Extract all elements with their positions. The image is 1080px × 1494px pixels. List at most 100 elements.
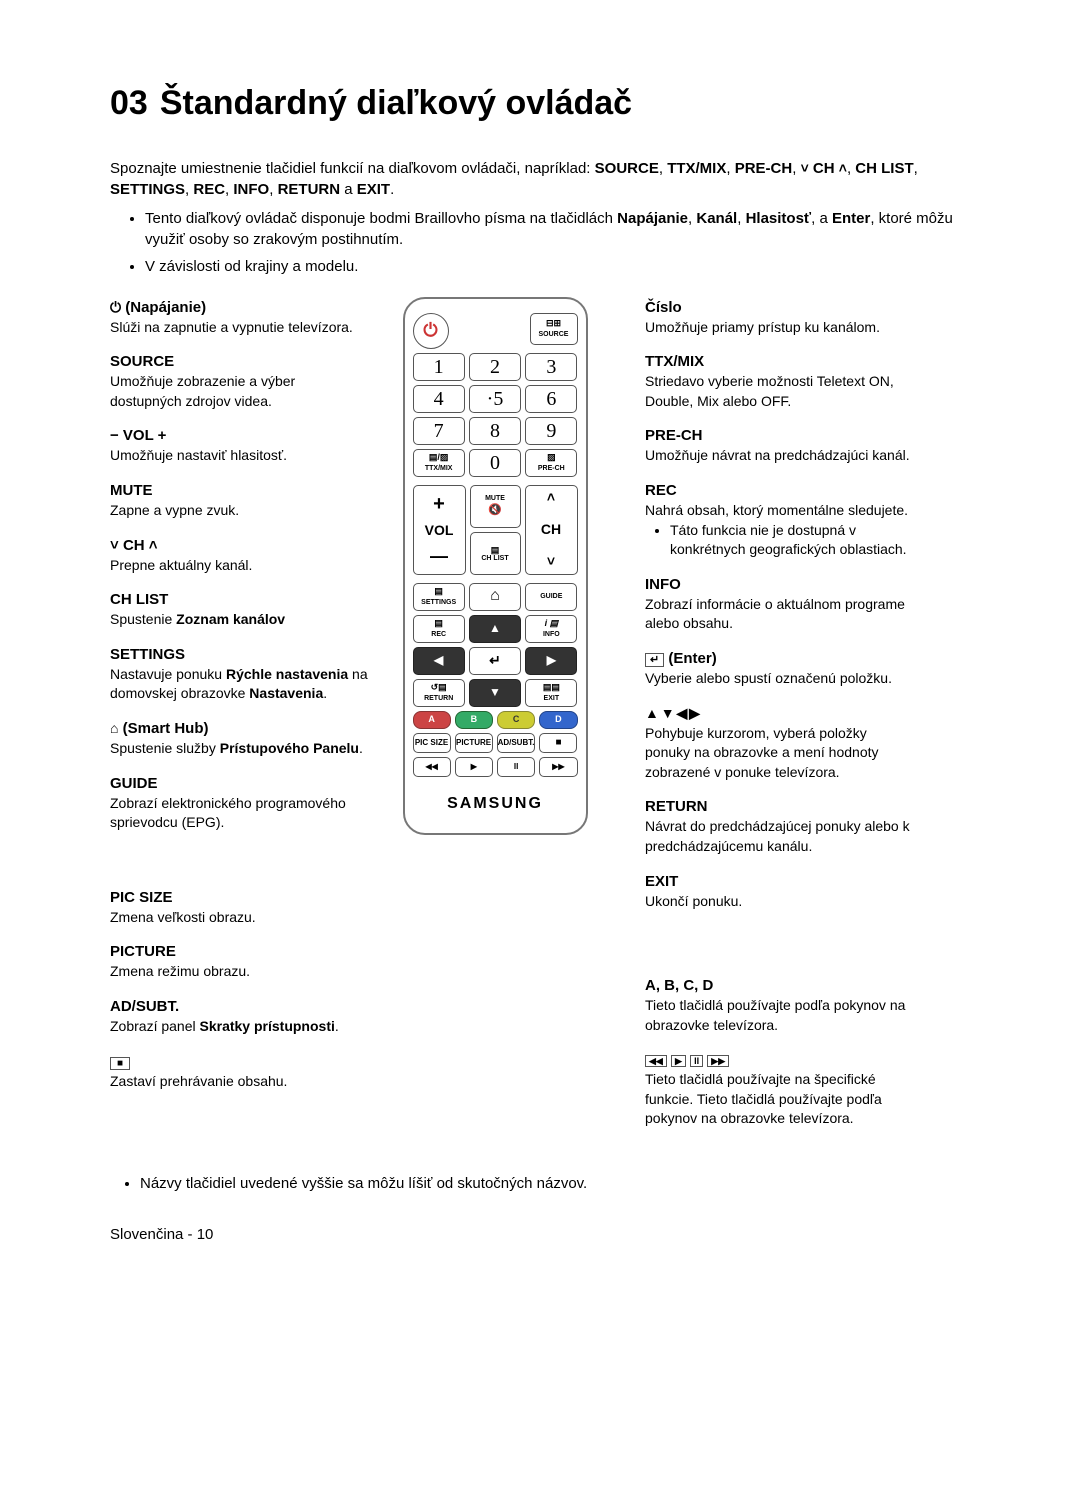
btn-right: ▶ <box>525 647 577 675</box>
btn-1: 1 <box>413 353 465 381</box>
exit-icon: ▤▤ <box>543 681 560 694</box>
remote-diagram: ⏻ ⊟⊞ SOURCE 123 4·56 789 ▤/▨TTX/MIX 0 ▨P… <box>385 297 605 1143</box>
btn-9: 9 <box>525 417 577 445</box>
stop-icon: ■ <box>110 1057 130 1070</box>
kw-source: SOURCE <box>595 160 659 177</box>
desc: Spustenie Zoznam kanálov <box>110 610 370 630</box>
item-transport: ◀◀ ▶ II ▶▶ Tieto tlačidlá používajte na … <box>645 1049 915 1129</box>
label: (Napájanie) <box>125 299 206 316</box>
item-mute: MUTE Zapne a vypne zvuk. <box>110 480 370 521</box>
btn-picture: PICTURE <box>455 733 493 753</box>
rec-icon: ▤ <box>434 617 443 630</box>
btn-left: ◀ <box>413 647 465 675</box>
btn-rec: ▤REC <box>413 615 465 643</box>
label: SOURCE <box>110 351 370 372</box>
bullet-braille: Tento diaľkový ovládač disponuje bodmi B… <box>145 208 990 250</box>
power-icon: ⏻ <box>110 299 121 315</box>
btn-power: ⏻ <box>413 313 449 349</box>
kw-settings: SETTINGS <box>110 181 185 198</box>
bullet-region: V závislosti od krajiny a modelu. <box>145 256 990 277</box>
btn-guide: GUIDE <box>525 583 577 611</box>
item-power: ⏻ (Napájanie) Slúži na zapnutie a vypnut… <box>110 297 370 338</box>
btn-picsize: PIC SIZE <box>413 733 451 753</box>
desc: Zmena veľkosti obrazu. <box>110 908 370 928</box>
sep: . <box>390 181 394 198</box>
text: . <box>335 1018 339 1034</box>
btn-ttxmix: ▤/▨TTX/MIX <box>413 449 465 477</box>
kw-enter: Enter <box>832 210 870 227</box>
right-column: Číslo Umožňuje priamy prístup ku kanálom… <box>645 297 915 1143</box>
item-info: INFO Zobrazí informácie o aktuálnom prog… <box>645 574 915 634</box>
desc: Zobrazí elektronického programového spri… <box>110 794 370 833</box>
item-source: SOURCE Umožňuje zobrazenie a výber dostu… <box>110 351 370 411</box>
label: SETTINGS <box>110 644 370 665</box>
kw-channel: Kanál <box>696 210 737 227</box>
desc: Slúži na zapnutie a vypnutie televízora. <box>110 318 370 338</box>
label: INFO <box>645 574 915 595</box>
text: Nastavuje ponuku <box>110 666 226 682</box>
desc: Návrat do predchádzajúcej ponuky alebo k… <box>645 817 915 856</box>
btn-7: 7 <box>413 417 465 445</box>
kw-rec: REC <box>193 181 225 198</box>
page-number: Slovenčina - 10 <box>110 1224 990 1245</box>
footer-note: Názvy tlačidiel uvedené vyššie sa môžu l… <box>140 1173 990 1194</box>
kw-info: INFO <box>233 181 269 198</box>
btn-0: 0 <box>469 449 521 477</box>
main-columns: ⏻ (Napájanie) Slúži na zapnutie a vypnut… <box>110 297 990 1143</box>
text: Spustenie služby <box>110 740 220 756</box>
enter-icon: ↵ <box>645 653 664 667</box>
settings-icon: ▤ <box>434 585 443 598</box>
desc: Pohybuje kurzorom, vyberá položky ponuky… <box>645 724 915 783</box>
kw-return: RETURN <box>278 181 341 198</box>
btn-home: ⌂ <box>469 583 521 611</box>
text: Tento diaľkový ovládač disponuje bodmi B… <box>145 210 617 227</box>
note-text: Názvy tlačidiel uvedené vyššie sa môžu l… <box>140 1173 990 1194</box>
desc: Striedavo vyberie možnosti Teletext ON, … <box>645 372 915 411</box>
source-icon: ⊟⊞ <box>546 317 561 330</box>
item-arrows: Pohybuje kurzorom, vyberá položky ponuky… <box>645 703 915 783</box>
desc: Umožňuje zobrazenie a výber dostupných z… <box>110 372 370 411</box>
brand-logo: SAMSUNG <box>413 793 578 815</box>
label: TTX/MIX <box>425 464 453 474</box>
item-picture: PICTURE Zmena režimu obrazu. <box>110 941 370 982</box>
up-icon: ˄ <box>547 488 555 508</box>
text: Zobrazí panel <box>110 1018 200 1034</box>
btn-ch: ˄ CH ˅ <box>525 485 578 575</box>
bold: Rýchle nastavenia <box>226 666 348 682</box>
btn-chlist: ▤CH LIST <box>470 532 521 575</box>
kw-ch: CH <box>813 160 835 177</box>
label: (Smart Hub) <box>123 720 209 737</box>
item-exit: EXIT Ukončí ponuku. <box>645 871 915 912</box>
btn-down: ▼ <box>469 679 521 707</box>
label: RETURN <box>424 694 453 704</box>
label: Číslo <box>645 297 915 318</box>
desc: Zobrazí panel Skratky prístupnosti. <box>110 1017 370 1037</box>
prech-icon: ▨ <box>547 451 556 464</box>
transport-icons: ◀◀ ▶ II ▶▶ <box>645 1049 915 1070</box>
arrows-icon <box>645 703 915 724</box>
btn-enter: ↵ <box>469 647 521 675</box>
item-stop: ■ Zastaví prehrávanie obsahu. <box>110 1051 370 1092</box>
item-smarthub: ⌂ (Smart Hub) Spustenie služby Prístupov… <box>110 718 370 759</box>
ch-up-icon: ˄ <box>145 537 158 554</box>
label: PRE-CH <box>645 425 915 446</box>
btn-return: ↺▤RETURN <box>413 679 465 707</box>
btn-6: 6 <box>525 385 577 413</box>
left-column: ⏻ (Napájanie) Slúži na zapnutie a vypnut… <box>110 297 370 1143</box>
label: REC <box>645 480 915 501</box>
label: A, B, C, D <box>645 975 915 996</box>
item-abcd: A, B, C, D Tieto tlačidlá používajte pod… <box>645 975 915 1035</box>
label: MUTE <box>110 480 370 501</box>
label: CH <box>123 537 145 554</box>
label: GUIDE <box>540 592 562 602</box>
item-prech: PRE-CH Umožňuje návrat na predchádzajúci… <box>645 425 915 466</box>
btn-4: 4 <box>413 385 465 413</box>
item-adsubt: AD/SUBT. Zobrazí panel Skratky prístupno… <box>110 996 370 1037</box>
ch-down-icon: ˅ <box>801 160 809 176</box>
btn-adsubt: AD/SUBT. <box>497 733 536 753</box>
item-vol: − VOL + Umožňuje nastaviť hlasitosť. <box>110 425 370 466</box>
label: AD/SUBT. <box>110 996 370 1017</box>
item-enter: ↵ (Enter) Vyberie alebo spustí označenú … <box>645 648 915 689</box>
bold: Skratky prístupnosti <box>200 1018 335 1034</box>
sub-note: Táto funkcia nie je dostupná v konkrétny… <box>670 521 915 560</box>
